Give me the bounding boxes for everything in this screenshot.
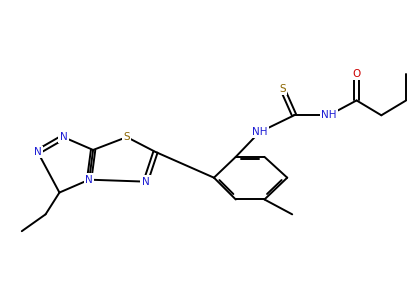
- Text: N: N: [34, 147, 42, 157]
- Text: O: O: [352, 69, 361, 79]
- Text: S: S: [123, 132, 130, 142]
- Text: N: N: [142, 177, 149, 187]
- Text: N: N: [60, 132, 67, 142]
- Text: NH: NH: [252, 127, 267, 137]
- Text: NH: NH: [321, 110, 337, 120]
- Text: S: S: [279, 84, 286, 93]
- Text: N: N: [85, 175, 93, 185]
